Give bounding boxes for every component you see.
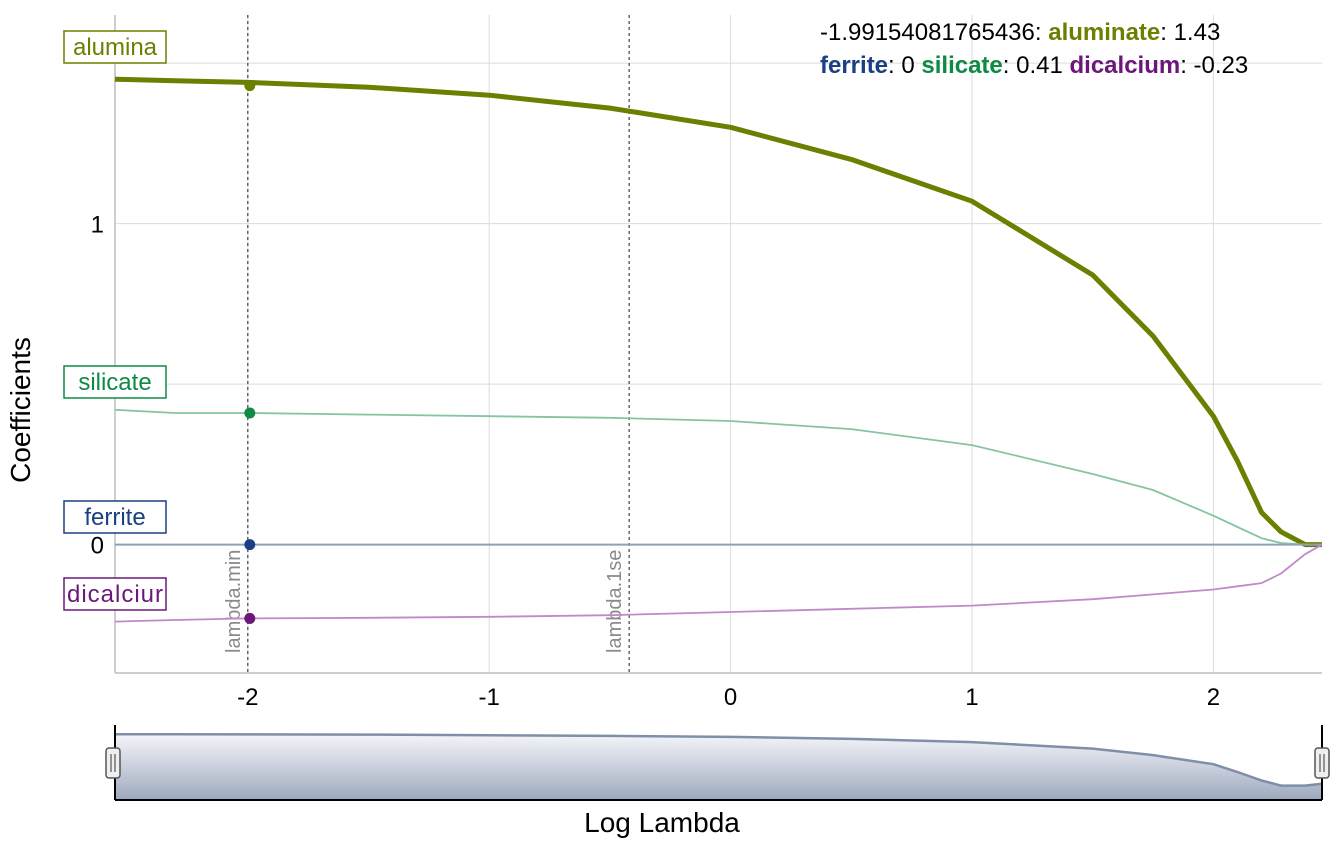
series-label-aluminate: alumina xyxy=(73,34,158,61)
x-tick-label: -2 xyxy=(237,684,258,711)
series-lines xyxy=(114,76,1323,623)
hover-series-name: silicate xyxy=(915,52,1003,79)
range-handle-body xyxy=(105,747,121,779)
series-label-silicate: silicate xyxy=(78,369,151,396)
y-axis-title: Coefficients xyxy=(5,337,36,483)
hover-series-name: aluminate xyxy=(1048,19,1160,46)
hover-series-value: : 1.43 xyxy=(1160,19,1220,46)
x-tick-label: 1 xyxy=(965,684,978,711)
hover-legend-line-1: -1.99154081765436: aluminate: 1.43 xyxy=(820,19,1220,46)
series-line-aluminate xyxy=(114,76,1322,548)
series-label-box xyxy=(63,365,167,399)
series-line-dicalcium xyxy=(114,543,1323,623)
hover-x-value: -1.99154081765436: xyxy=(820,19,1048,46)
series-label-dicalcium: dicalciur xyxy=(67,581,163,608)
series-labels: alumina silicate ferrite dicalciur xyxy=(63,30,167,611)
series-label-box xyxy=(63,500,167,534)
range-handle-body xyxy=(1314,747,1330,779)
reference-line-label: lambda.min xyxy=(223,550,245,653)
grid-lines xyxy=(115,15,1322,673)
hover-markers xyxy=(244,80,256,624)
hover-series-value: : 0.41 xyxy=(1003,52,1063,79)
hover-series-value: : -0.23 xyxy=(1180,52,1248,79)
x-axis-title: Log Lambda xyxy=(584,807,740,838)
reference-line-label: lambda.1se xyxy=(604,550,626,653)
hover-marker-silicate xyxy=(244,407,256,419)
series-label-box xyxy=(63,577,167,611)
hover-marker-dicalcium xyxy=(244,612,256,624)
series-label-box xyxy=(63,30,167,64)
x-tick-label: 0 xyxy=(724,684,737,711)
hover-series-name: ferrite xyxy=(820,52,888,79)
hover-marker-ferrite xyxy=(244,539,256,551)
hover-series-name: dicalcium xyxy=(1063,52,1180,79)
series-label-ferrite: ferrite xyxy=(84,504,145,531)
range-selector-line xyxy=(115,733,1323,787)
axes: -2 -1 0 1 2 0 1 xyxy=(91,15,1322,711)
range-selector-area xyxy=(115,734,1322,800)
range-handle-left[interactable] xyxy=(105,747,121,779)
y-tick-label: 0 xyxy=(91,533,104,560)
series-line-silicate xyxy=(114,408,1322,546)
x-tick-label: 2 xyxy=(1207,684,1220,711)
hover-marker-aluminate xyxy=(244,80,256,92)
hover-series-value: : 0 xyxy=(888,52,915,79)
range-selector[interactable] xyxy=(105,725,1330,801)
reference-lines: lambda.min lambda.1se xyxy=(223,15,630,673)
hover-legend-line-2: ferrite: 0 silicate: 0.41 dicalcium: -0.… xyxy=(820,52,1248,79)
y-tick-label: 1 xyxy=(91,212,104,239)
x-tick-label: -1 xyxy=(478,684,499,711)
range-handle-right[interactable] xyxy=(1314,747,1330,779)
hover-legend: -1.99154081765436: aluminate: 1.43 ferrit… xyxy=(820,19,1248,79)
